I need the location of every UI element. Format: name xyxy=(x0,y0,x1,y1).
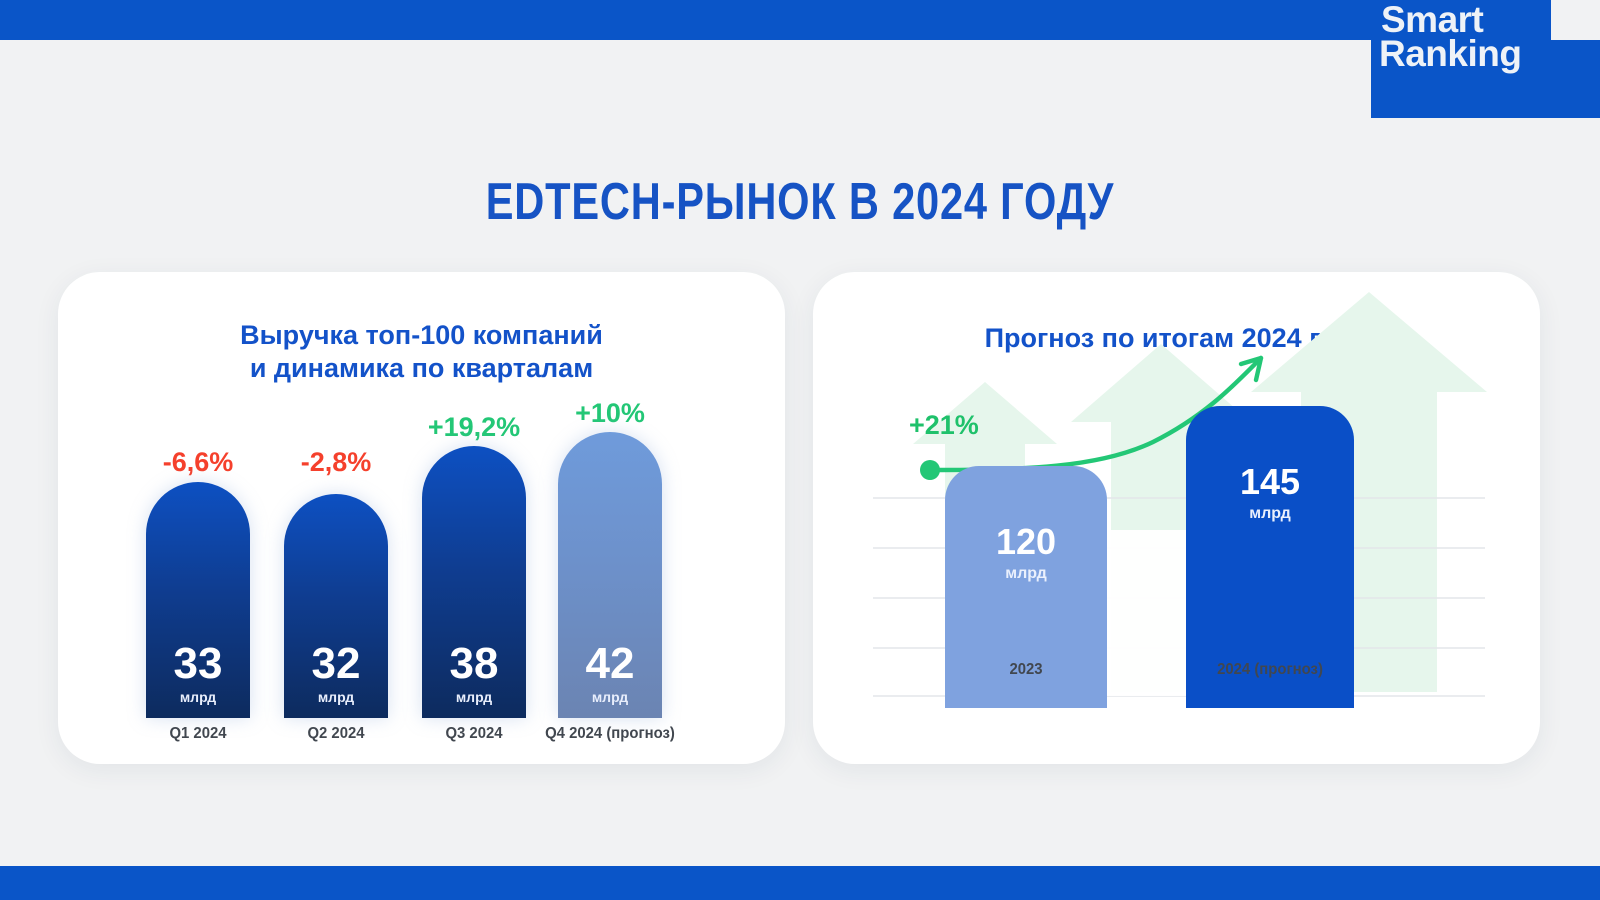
bar-group-q2: -2,8% 32 млрд Q2 2024 xyxy=(284,272,388,764)
bar-category-q1: Q1 2024 xyxy=(169,725,227,742)
bar-unit-2024: млрд xyxy=(1249,505,1291,522)
trend-start-dot xyxy=(920,460,940,480)
bar-group-q1: -6,6% 33 млрд Q1 2024 xyxy=(146,272,250,764)
bar-unit-q4: млрд xyxy=(591,689,629,705)
logo-notch xyxy=(1551,0,1600,40)
logo-block-top xyxy=(1371,0,1551,40)
bar-unit-2023: млрд xyxy=(1005,565,1047,582)
delta-label-q2: -2,8% xyxy=(300,447,372,477)
logo-block-mid xyxy=(1371,40,1600,82)
page-title: EDTECH-РЫНОК В 2024 ГОДУ xyxy=(485,173,1115,231)
bar-unit-q2: млрд xyxy=(317,689,355,705)
quarterly-bar-chart: -6,6% 33 млрд Q1 2024 -2,8% 32 млрд Q2 2… xyxy=(58,272,785,764)
bar-unit-q1: млрд xyxy=(179,689,217,705)
delta-label-q1: -6,6% xyxy=(162,447,234,477)
bar-unit-q3: млрд xyxy=(455,689,493,705)
logo-word-ranking: Ranking xyxy=(1379,33,1522,74)
bar-group-q3: +19,2% 38 млрд Q3 2024 xyxy=(422,272,526,764)
bar-group-q4-forecast: +10% 42 млрд Q4 2024 (прогноз) xyxy=(545,272,675,764)
logo-wordmark: Smart Ranking xyxy=(1371,0,1600,118)
forecast-bar-chart: 120 млрд 2023 145 млрд 2024 (прогноз) +2… xyxy=(813,272,1540,764)
card-left-title-line1: Выручка топ-100 компаний xyxy=(240,320,603,350)
bar-category-2023: 2023 xyxy=(1009,661,1043,678)
card-quarterly-revenue: Выручка топ-100 компаний и динамика по к… xyxy=(58,272,785,764)
bar-value-q2: 32 xyxy=(311,639,361,688)
bar-category-2024: 2024 (прогноз) xyxy=(1217,661,1323,678)
card-year-forecast: Прогноз по итогам 2024 года xyxy=(813,272,1540,764)
bar-value-q1: 33 xyxy=(173,639,223,688)
bar-category-q4: Q4 2024 (прогноз) xyxy=(545,725,675,742)
top-accent-bar xyxy=(0,0,1600,40)
bar-value-2023: 120 xyxy=(995,521,1057,562)
bar-value-q4: 42 xyxy=(585,639,635,688)
delta-label-q4: +10% xyxy=(575,398,645,428)
card-left-title-line2: и динамика по кварталам xyxy=(249,352,594,383)
delta-label-q3: +19,2% xyxy=(427,412,521,442)
bar-value-q3: 38 xyxy=(449,639,499,688)
bar-q3: 38 млрд xyxy=(422,446,526,718)
growth-annotation-label: +21% xyxy=(909,410,979,440)
smart-ranking-logo: Smart Ranking xyxy=(1371,0,1600,118)
bar-category-q3: Q3 2024 xyxy=(445,725,503,742)
bar-q1: 33 млрд xyxy=(146,482,250,718)
bar-category-q2: Q2 2024 xyxy=(307,725,365,742)
card-left-title: Выручка топ-100 компаний и динамика по к… xyxy=(58,319,785,385)
bar-2024-forecast: 145 млрд 2024 (прогноз) xyxy=(1186,406,1354,708)
logo-block-bottom xyxy=(1371,82,1600,118)
bar-q4-forecast: 42 млрд xyxy=(558,432,662,718)
bar-value-2024: 145 xyxy=(1239,461,1301,502)
bottom-accent-bar xyxy=(0,866,1600,900)
trend-arrowhead xyxy=(1238,355,1264,383)
bar-q2: 32 млрд xyxy=(284,494,388,718)
bar-2023: 120 млрд 2023 xyxy=(945,466,1107,708)
logo-word-smart: Smart xyxy=(1381,0,1484,40)
forecast-chart-background xyxy=(873,292,1487,697)
